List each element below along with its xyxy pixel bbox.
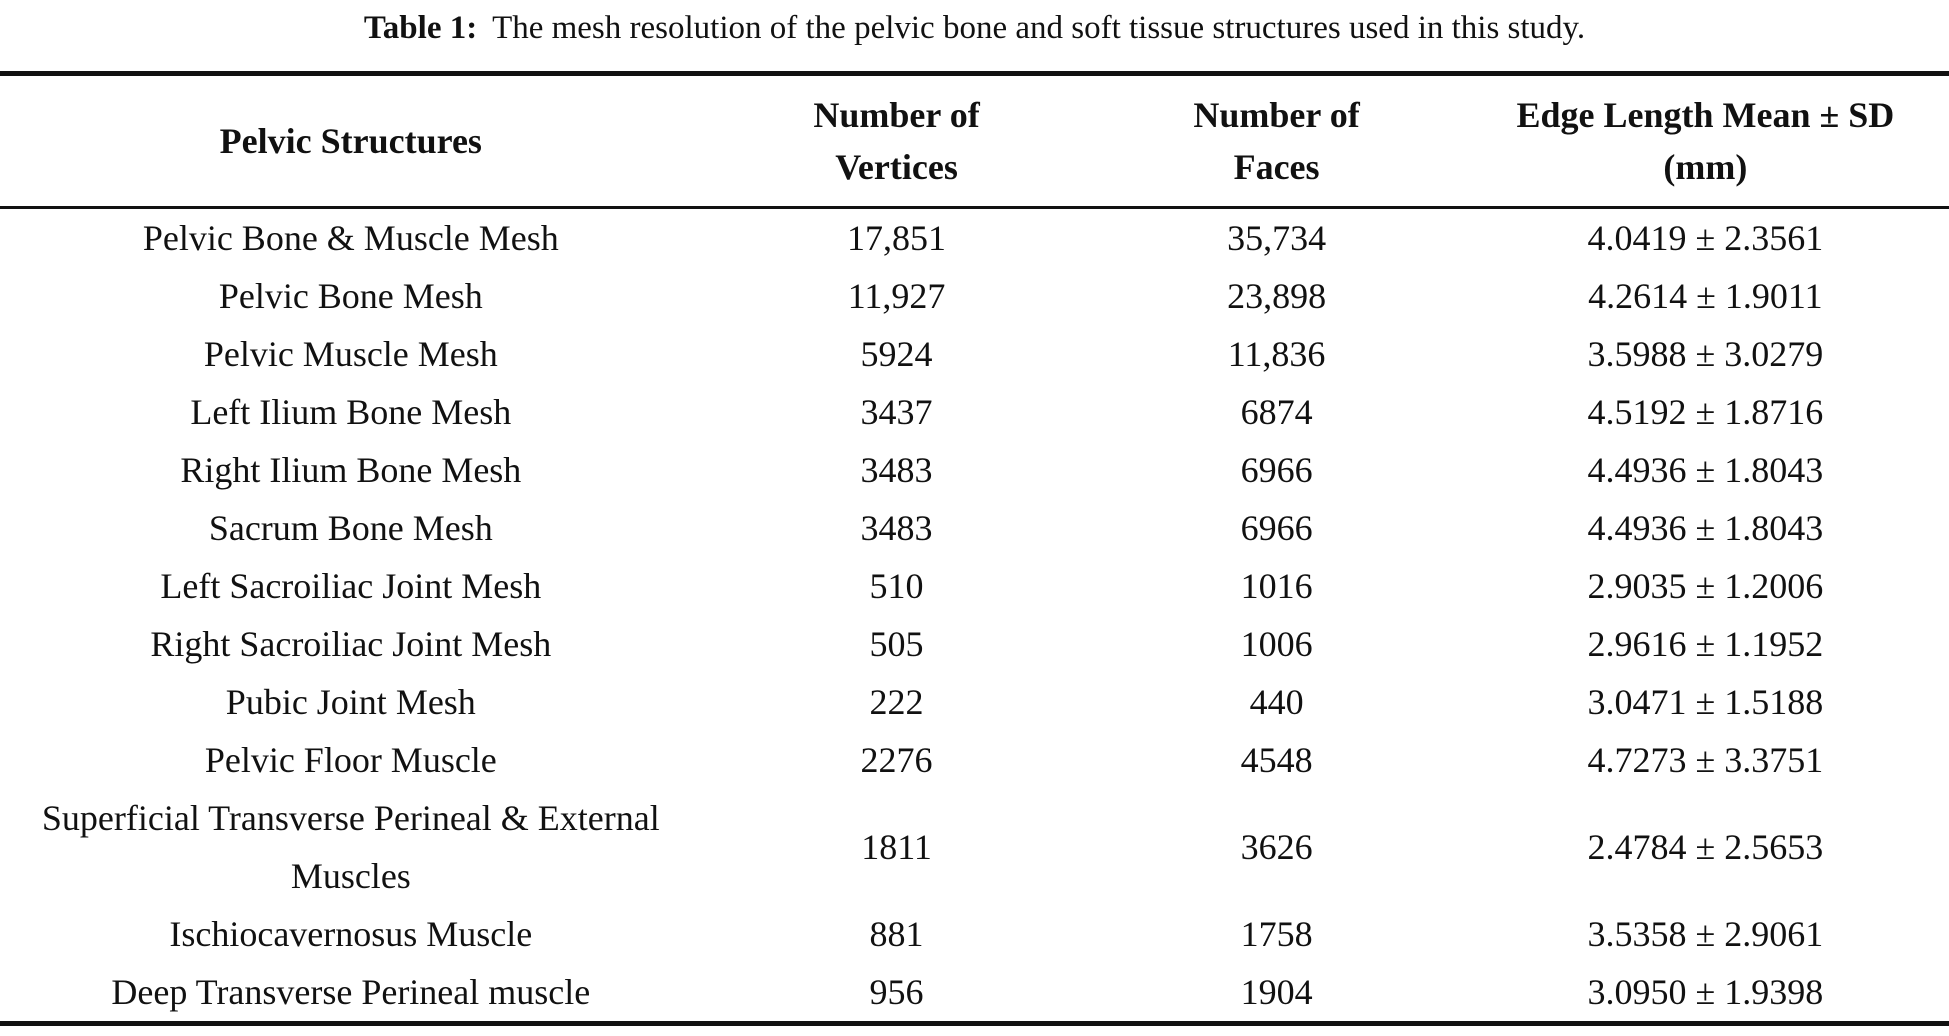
caption-text: The mesh resolution of the pelvic bone a… [492,10,1586,46]
structure-cell: Sacrum Bone Mesh [208,508,493,548]
vertices-cell: 3483 [860,508,933,548]
vertices-cell: 1811 [861,827,932,867]
edge-length-cell: 4.0419 ± 2.3561 [1587,218,1824,258]
structure-cell: Superficial Transverse Perineal & Extern… [41,798,660,896]
structure-cell: Right Ilium Bone Mesh [180,450,522,490]
edge-length-cell: 4.2614 ± 1.9011 [1588,276,1823,316]
vertices-cell: 881 [869,914,924,954]
faces-cell: 11,836 [1227,334,1326,374]
vertices-cell: 222 [869,682,924,722]
faces-cell: 1016 [1240,566,1313,606]
faces-cell: 23,898 [1227,276,1327,316]
structure-cell: Deep Transverse Perineal muscle [111,972,591,1012]
edge-length-cell: 3.0471 ± 1.5188 [1587,682,1824,722]
table-row: Right Ilium Bone Mesh 3483 6966 4.4936 ±… [0,441,1949,499]
faces-cell: 440 [1249,682,1304,722]
structure-cell: Pelvic Muscle Mesh [203,334,498,374]
table-row: Pubic Joint Mesh 222 440 3.0471 ± 1.5188 [0,673,1949,731]
table-row: Sacrum Bone Mesh 3483 6966 4.4936 ± 1.80… [0,499,1949,557]
edge-length-cell: 3.5358 ± 2.9061 [1587,914,1824,954]
col-header-vertices: Number of Vertices [702,74,1092,208]
table-row: Pelvic Floor Muscle 2276 4548 4.7273 ± 3… [0,731,1949,789]
structure-cell: Pelvic Bone & Muscle Mesh [142,218,559,258]
table-row: Pelvic Bone Mesh 11,927 23,898 4.2614 ± … [0,267,1949,325]
edge-length-cell: 4.4936 ± 1.8043 [1587,508,1824,548]
vertices-cell: 3437 [860,392,933,432]
header-line: (mm) [1663,147,1748,187]
table-row: Pelvic Bone & Muscle Mesh 17,851 35,734 … [0,208,1949,268]
header-line: Edge Length Mean ± SD [1516,94,1895,135]
table-row: Superficial Transverse Perineal & Extern… [0,789,1949,905]
col-header-pelvic-structures: Pelvic Structures [0,74,702,208]
header-line: Pelvic Structures [219,120,482,161]
table-row: Deep Transverse Perineal muscle 956 1904… [0,963,1949,1024]
table-row: Pelvic Muscle Mesh 5924 11,836 3.5988 ± … [0,325,1949,383]
table-row: Left Ilium Bone Mesh 3437 6874 4.5192 ± … [0,383,1949,441]
edge-length-cell: 4.4936 ± 1.8043 [1587,450,1824,490]
table-caption: Table 1: The mesh resolution of the pelvi… [0,0,1949,71]
faces-cell: 35,734 [1227,218,1327,258]
vertices-cell: 505 [869,624,924,664]
edge-length-cell: 3.5988 ± 3.0279 [1587,334,1824,374]
edge-length-cell: 2.9616 ± 1.1952 [1587,624,1824,664]
structure-cell: Left Sacroiliac Joint Mesh [160,566,542,606]
edge-length-cell: 4.7273 ± 3.3751 [1587,740,1824,780]
faces-cell: 1006 [1240,624,1313,664]
faces-cell: 1758 [1240,914,1313,954]
faces-cell: 1904 [1240,972,1313,1012]
structure-cell: Ischiocavernosus Muscle [169,914,533,954]
col-header-edge-length: Edge Length Mean ± SD (mm) [1462,74,1949,208]
vertices-cell: 3483 [860,450,933,490]
faces-cell: 6966 [1240,508,1313,548]
edge-length-cell: 4.5192 ± 1.8716 [1587,392,1824,432]
edge-length-cell: 3.0950 ± 1.9398 [1587,972,1824,1012]
structure-cell: Pubic Joint Mesh [225,682,476,722]
vertices-cell: 956 [869,972,924,1012]
header-row: Pelvic Structures Number of Vertices Num… [0,74,1949,208]
structure-cell: Right Sacroiliac Joint Mesh [150,624,552,664]
faces-cell: 6966 [1240,450,1313,490]
vertices-cell: 510 [869,566,924,606]
table-row: Left Sacroiliac Joint Mesh 510 1016 2.90… [0,557,1949,615]
header-line: Faces [1233,147,1320,187]
vertices-cell: 11,927 [847,276,946,316]
faces-cell: 3626 [1240,827,1313,867]
structure-cell: Left Ilium Bone Mesh [190,392,512,432]
structure-cell: Pelvic Floor Muscle [204,740,497,780]
header-line: Number of [1193,94,1360,135]
header-line: Vertices [835,147,958,187]
mesh-resolution-table: Pelvic Structures Number of Vertices Num… [0,71,1949,1026]
faces-cell: 4548 [1240,740,1313,780]
vertices-cell: 5924 [860,334,933,374]
header-line: Number of [813,94,980,135]
vertices-cell: 2276 [860,740,933,780]
table-row: Ischiocavernosus Muscle 881 1758 3.5358 … [0,905,1949,963]
structure-cell: Pelvic Bone Mesh [218,276,483,316]
vertices-cell: 17,851 [847,218,947,258]
table-row: Right Sacroiliac Joint Mesh 505 1006 2.9… [0,615,1949,673]
edge-length-cell: 2.9035 ± 1.2006 [1587,566,1824,606]
col-header-faces: Number of Faces [1091,74,1461,208]
edge-length-cell: 2.4784 ± 2.5653 [1587,827,1824,867]
caption-label: Table 1: [363,10,478,46]
faces-cell: 6874 [1240,392,1313,432]
